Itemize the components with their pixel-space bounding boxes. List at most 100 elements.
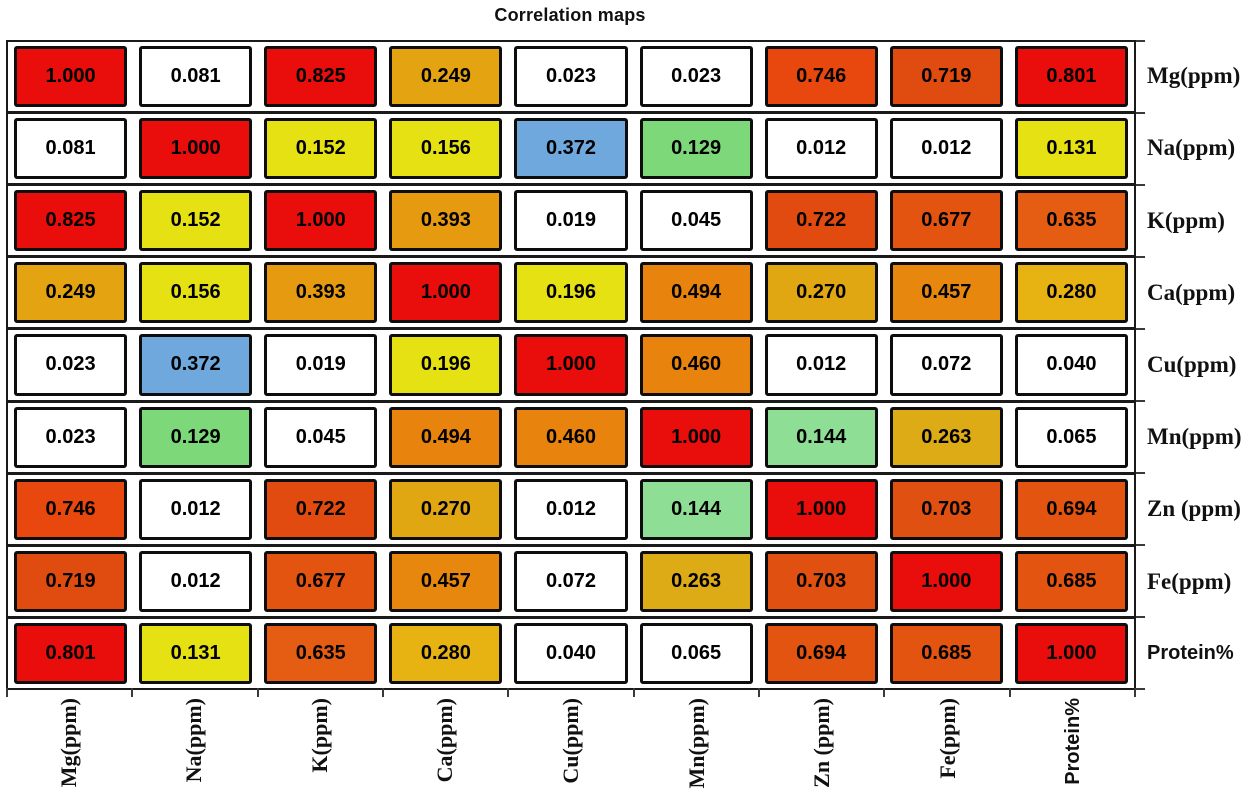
column-label: Fe(ppm): [934, 698, 960, 779]
cell-value: 0.081: [14, 118, 128, 180]
cell-value: 0.393: [389, 190, 503, 252]
heatmap-cell-Znppm-Cappm: 0.270: [383, 475, 508, 544]
cell-value: 0.635: [264, 622, 378, 684]
cell-value: 0.685: [889, 622, 1003, 684]
cell-value: 0.065: [639, 622, 753, 684]
cell-value: 0.196: [389, 334, 503, 396]
cell-value: 0.703: [889, 478, 1003, 540]
cell-value: 0.144: [764, 406, 878, 468]
bottom-axis-tick: [507, 688, 510, 697]
heatmap-cell-Nappm-Kppm: 0.152: [258, 114, 383, 183]
cell-value: 0.072: [514, 550, 628, 612]
heatmap-cell-Nappm-Nappm: 1.000: [133, 114, 258, 183]
cell-value: 0.019: [514, 190, 628, 252]
heatmap-cell-Nappm-Cappm: 0.156: [383, 114, 508, 183]
heatmap-row: 0.023 0.129 0.045 0.494 0.460 1.000 0.144 0.263…: [8, 403, 1134, 475]
heatmap-cell-Mnppm-Mgppm: 0.023: [8, 403, 133, 472]
bottom-axis-tick: [883, 688, 886, 697]
cell-value: 0.249: [389, 46, 503, 108]
cell-value: 0.372: [514, 118, 628, 180]
heatmap-cell-Mnppm-Znppm: 0.144: [759, 403, 884, 472]
bottom-axis-tick: [632, 688, 635, 697]
heatmap-cell-Feppm-Protein%: 0.685: [1009, 547, 1134, 616]
cell-value: 0.012: [764, 334, 878, 396]
right-axis-tick: [1136, 544, 1145, 546]
heatmap-cell-Mnppm-Mnppm: 1.000: [634, 403, 759, 472]
heatmap-cell-Feppm-Znppm: 0.703: [759, 547, 884, 616]
cell-value: 1.000: [889, 550, 1003, 612]
heatmap-cell-Cuppm-Cappm: 0.196: [383, 330, 508, 399]
cell-value: 0.196: [514, 262, 628, 324]
cell-value: 0.801: [14, 622, 128, 684]
right-axis-tick: [1136, 328, 1145, 330]
cell-value: 0.746: [764, 46, 878, 108]
cell-value: 0.825: [264, 46, 378, 108]
cell-value: 0.156: [139, 262, 253, 324]
heatmap-cell-Mnppm-Nappm: 0.129: [133, 403, 258, 472]
heatmap-cell-Feppm-Feppm: 1.000: [884, 547, 1009, 616]
cell-value: 0.746: [14, 478, 128, 540]
right-axis-tick: [1136, 400, 1145, 402]
heatmap-cell-Nappm-Mnppm: 0.129: [634, 114, 759, 183]
heatmap-cell-Protein%-Feppm: 0.685: [884, 619, 1009, 688]
heatmap-cell-Mgppm-Nappm: 0.081: [133, 42, 258, 111]
bottom-axis-tick: [6, 688, 8, 697]
heatmap-row: 0.023 0.372 0.019 0.196 1.000 0.460 0.012 0.072…: [8, 330, 1134, 403]
heatmap-cell-Kppm-Kppm: 1.000: [258, 186, 383, 255]
heatmap-cell-Mgppm-Cuppm: 0.023: [508, 42, 633, 111]
heatmap-cell-Protein%-Cappm: 0.280: [383, 619, 508, 688]
heatmap-row: 0.719 0.012 0.677 0.457 0.072 0.263 0.703 1.000…: [8, 547, 1134, 619]
cell-value: 0.249: [14, 262, 128, 324]
heatmap-cell-Nappm-Feppm: 0.012: [884, 114, 1009, 183]
cell-value: 1.000: [264, 190, 378, 252]
heatmap-row: 1.000 0.081 0.825 0.249 0.023 0.023 0.746 0.719…: [8, 42, 1134, 115]
heatmap-cell-Protein%-Mnppm: 0.065: [634, 619, 759, 688]
cell-value: 0.023: [639, 46, 753, 108]
heatmap-row: 0.801 0.131 0.635 0.280 0.040 0.065 0.694 0.685…: [8, 619, 1134, 688]
heatmap-cell-Cuppm-Znppm: 0.012: [759, 330, 884, 399]
bottom-axis-tick: [131, 688, 134, 697]
row-label: Mg(ppm): [1147, 63, 1241, 89]
cell-value: 0.460: [514, 406, 628, 468]
cell-value: 0.072: [889, 334, 1003, 396]
cell-value: 0.040: [514, 622, 628, 684]
row-label: Na(ppm): [1147, 135, 1236, 161]
heatmap-cell-Cuppm-Mgppm: 0.023: [8, 330, 133, 399]
cell-value: 1.000: [14, 46, 128, 108]
heatmap-row: 0.249 0.156 0.393 1.000 0.196 0.494 0.270 0.457…: [8, 258, 1134, 331]
heatmap-cell-Feppm-Nappm: 0.012: [133, 547, 258, 616]
right-axis-tick: [1136, 184, 1145, 186]
cell-value: 1.000: [764, 478, 878, 540]
chart-title: Correlation maps: [494, 5, 646, 25]
cell-value: 0.694: [764, 622, 878, 684]
cell-value: 0.694: [1014, 478, 1128, 540]
cell-value: 0.023: [14, 406, 128, 468]
cell-value: 0.012: [764, 118, 878, 180]
cell-value: 0.045: [264, 406, 378, 468]
heatmap-cell-Cuppm-Mnppm: 0.460: [634, 330, 759, 399]
column-axis-labels: Mg(ppm) Na(ppm) K(ppm) Ca(ppm) Cu(ppm) Mn(ppm…: [6, 698, 1136, 806]
heatmap-cell-Feppm-Mnppm: 0.263: [634, 547, 759, 616]
heatmap-cell-Cappm-Feppm: 0.457: [884, 258, 1009, 327]
heatmap-cell-Mnppm-Kppm: 0.045: [258, 403, 383, 472]
cell-value: 1.000: [139, 118, 253, 180]
cell-value: 0.019: [264, 334, 378, 396]
cell-value: 0.719: [889, 46, 1003, 108]
cell-value: 0.460: [639, 334, 753, 396]
heatmap-cell-Mgppm-Cappm: 0.249: [383, 42, 508, 111]
cell-value: 0.263: [639, 550, 753, 612]
cell-value: 0.144: [639, 478, 753, 540]
column-label: Protein%: [1061, 698, 1084, 785]
heatmap-cell-Mgppm-Feppm: 0.719: [884, 42, 1009, 111]
row-label: Mn(ppm): [1147, 424, 1242, 450]
cell-value: 0.270: [764, 262, 878, 324]
cell-value: 0.280: [1014, 262, 1128, 324]
cell-value: 0.012: [514, 478, 628, 540]
cell-value: 0.722: [764, 190, 878, 252]
heatmap-cell-Znppm-Kppm: 0.722: [258, 475, 383, 544]
heatmap-cell-Mgppm-Mgppm: 1.000: [8, 42, 133, 111]
heatmap-cell-Protein%-Cuppm: 0.040: [508, 619, 633, 688]
heatmap-cell-Mgppm-Protein%: 0.801: [1009, 42, 1134, 111]
heatmap-cell-Mgppm-Mnppm: 0.023: [634, 42, 759, 111]
